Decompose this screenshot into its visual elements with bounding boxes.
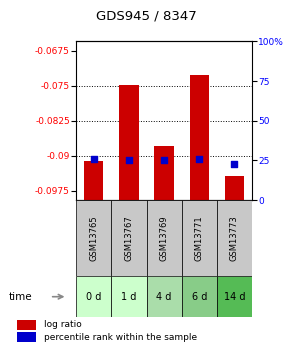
Text: 6 d: 6 d xyxy=(192,292,207,302)
Bar xyxy=(217,200,252,276)
Bar xyxy=(111,276,146,317)
Text: GDS945 / 8347: GDS945 / 8347 xyxy=(96,9,197,22)
Point xyxy=(162,158,166,163)
Bar xyxy=(146,200,182,276)
Bar xyxy=(119,85,139,200)
Text: 14 d: 14 d xyxy=(224,292,245,302)
Bar xyxy=(76,200,111,276)
Bar xyxy=(190,75,209,200)
Point xyxy=(127,158,131,163)
Text: log ratio: log ratio xyxy=(44,321,82,329)
Bar xyxy=(225,176,244,200)
Text: GSM13769: GSM13769 xyxy=(160,215,168,261)
Point xyxy=(91,156,96,161)
Bar xyxy=(84,161,103,200)
Bar xyxy=(217,276,252,317)
Text: 4 d: 4 d xyxy=(156,292,172,302)
Text: 0 d: 0 d xyxy=(86,292,101,302)
Text: GSM13765: GSM13765 xyxy=(89,215,98,261)
Text: percentile rank within the sample: percentile rank within the sample xyxy=(44,333,197,342)
Text: GSM13767: GSM13767 xyxy=(125,215,133,261)
Point xyxy=(232,161,237,166)
Bar xyxy=(111,200,146,276)
Text: GSM13771: GSM13771 xyxy=(195,215,204,261)
Text: GSM13773: GSM13773 xyxy=(230,215,239,261)
Bar xyxy=(146,276,182,317)
Bar xyxy=(76,276,111,317)
Bar xyxy=(17,320,36,330)
Point xyxy=(197,156,202,161)
Bar xyxy=(154,146,174,200)
Text: 1 d: 1 d xyxy=(121,292,137,302)
Bar xyxy=(17,333,36,342)
Bar xyxy=(182,200,217,276)
Bar xyxy=(182,276,217,317)
Text: time: time xyxy=(9,292,33,302)
